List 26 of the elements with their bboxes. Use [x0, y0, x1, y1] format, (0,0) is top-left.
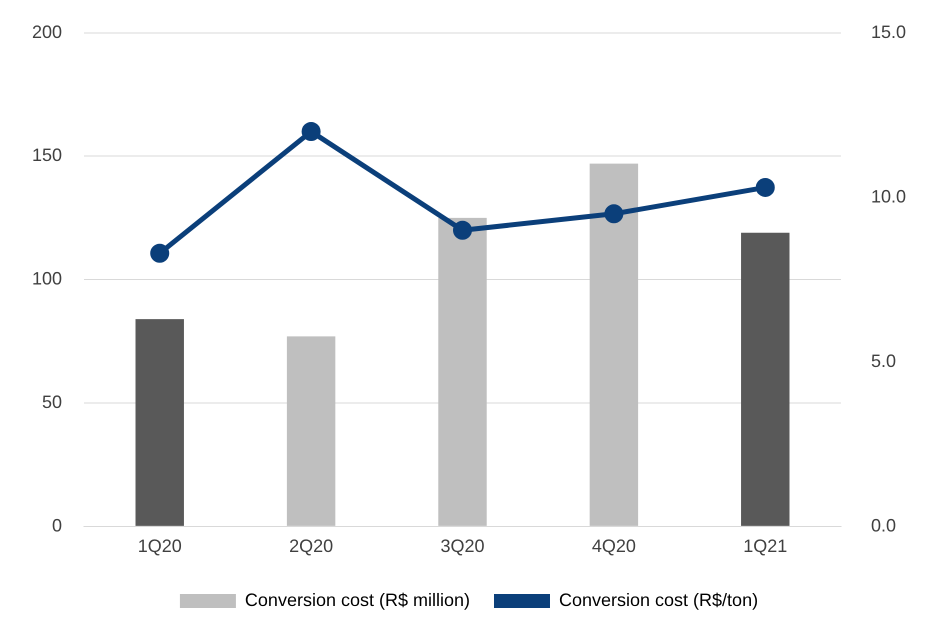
x-tick-label: 3Q20 [440, 536, 485, 556]
x-tick-label: 1Q20 [138, 536, 182, 556]
y-tick-label: 50 [42, 392, 62, 412]
bar [590, 164, 638, 526]
point [453, 220, 472, 240]
y-tick-label: 100 [32, 268, 62, 289]
bar [286, 336, 336, 526]
point [150, 244, 170, 263]
x-tick-label: 1Q21 [743, 536, 788, 556]
legend-label: Conversion cost (R$/ton) [558, 590, 758, 610]
point [756, 178, 775, 197]
bar [136, 319, 184, 526]
legend-label: Conversion cost (R$ million) [244, 590, 470, 610]
y-tick-label: 0 [52, 515, 62, 536]
y2-tick-label: 15.0 [870, 22, 906, 42]
point [302, 122, 321, 142]
y-tick-label: 150 [32, 145, 62, 166]
y2-tick-label: 0.0 [870, 515, 896, 536]
x-tick-label: 4Q20 [592, 536, 636, 556]
bar [438, 218, 487, 526]
y-tick-label: 200 [32, 22, 62, 42]
bar [741, 232, 790, 526]
y2-tick-label: 10.0 [870, 186, 906, 206]
point [604, 204, 624, 224]
x-tick-label: 2Q20 [289, 536, 334, 556]
y2-tick-label: 5.0 [870, 350, 896, 371]
